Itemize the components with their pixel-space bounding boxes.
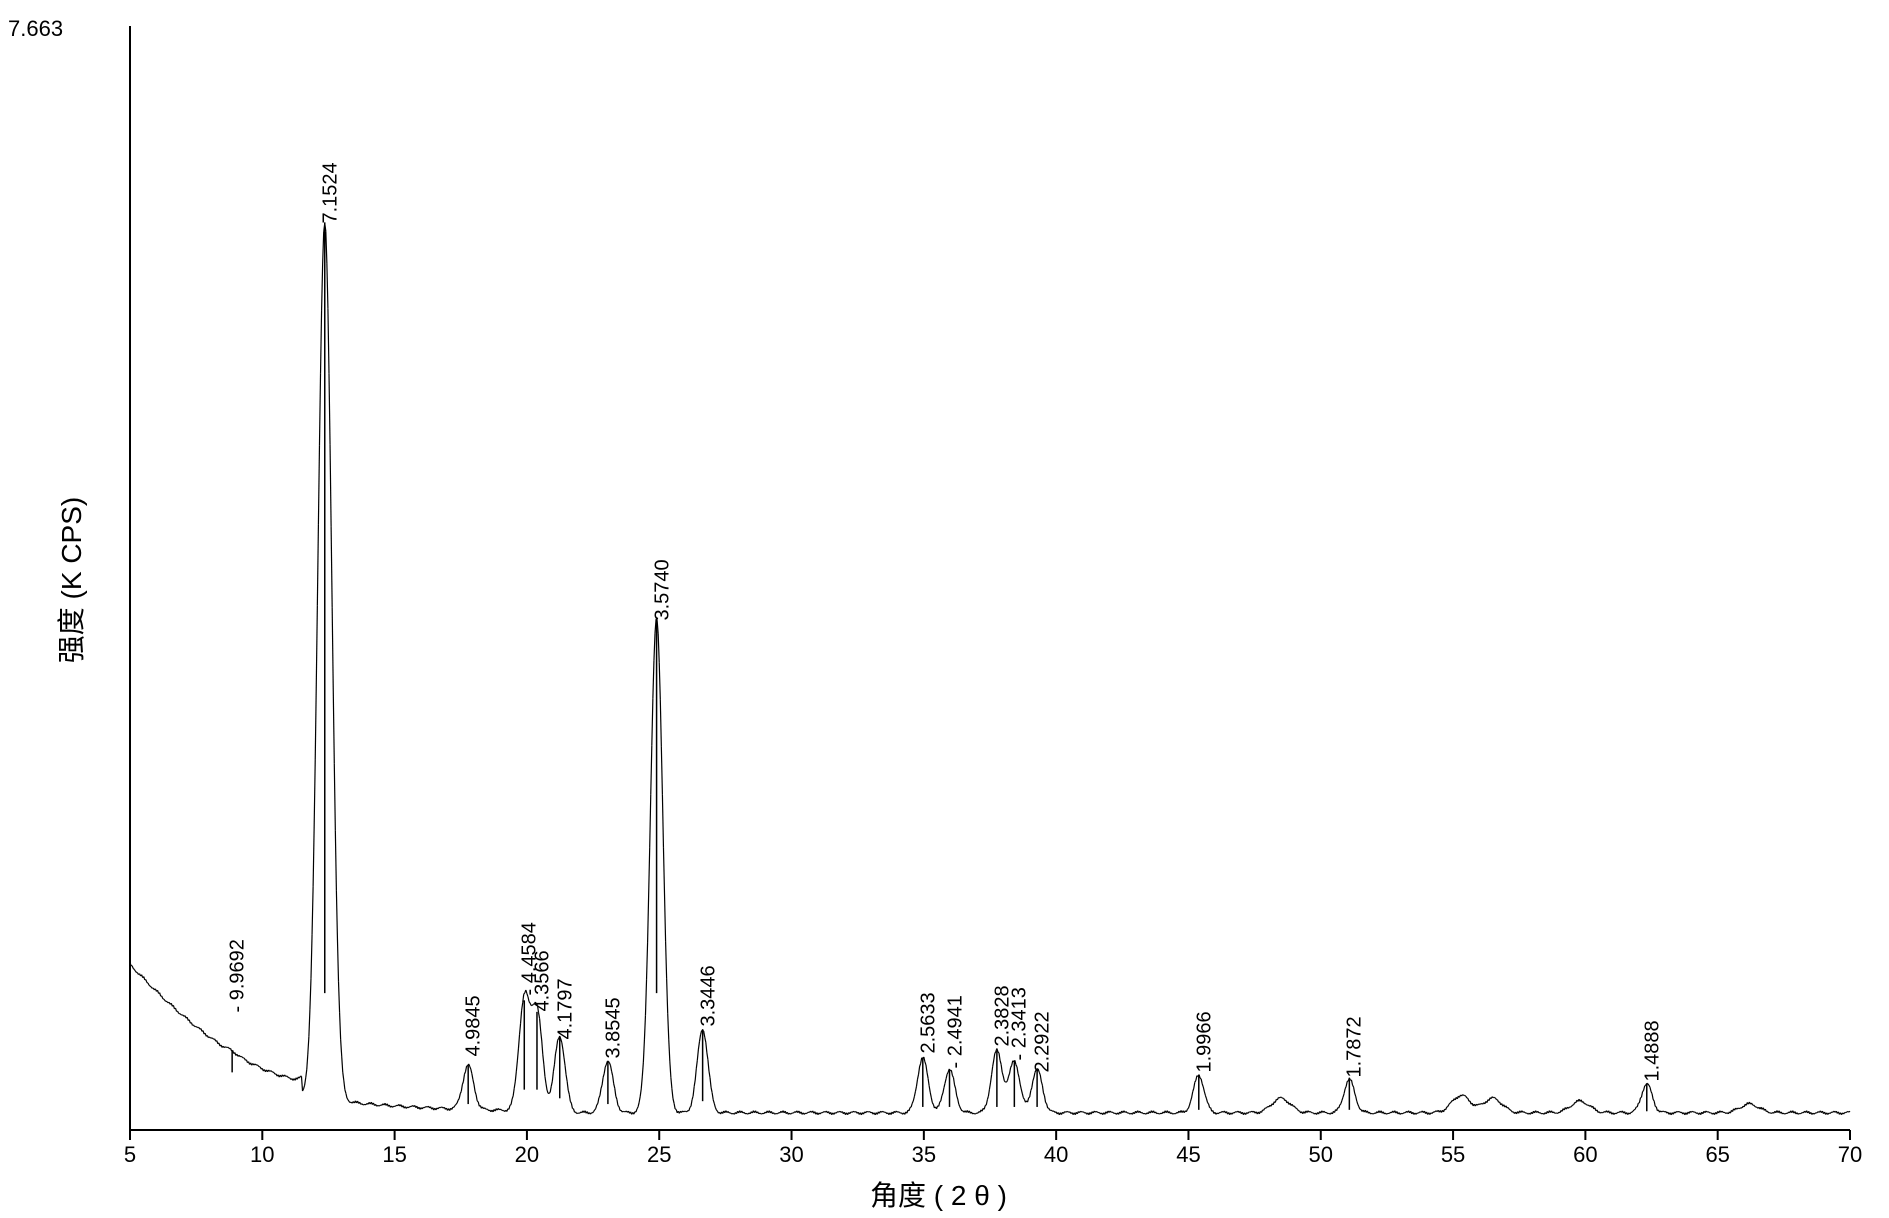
x-tick-label: 25 bbox=[647, 1142, 671, 1168]
peak-label: 4.9845 bbox=[463, 995, 486, 1056]
peak-label: - 2.4941 bbox=[944, 996, 967, 1069]
peak-label: 4.3566 bbox=[531, 950, 554, 1011]
x-tick-label: 40 bbox=[1044, 1142, 1068, 1168]
xrd-chart: 7.663 强度 (K CPS) 角度 ( 2 θ ) 510152025303… bbox=[0, 0, 1889, 1218]
x-tick-label: 15 bbox=[382, 1142, 406, 1168]
peak-label: 1.4888 bbox=[1641, 1020, 1664, 1081]
x-tick-label: 70 bbox=[1838, 1142, 1862, 1168]
x-tick-label: 55 bbox=[1441, 1142, 1465, 1168]
x-tick-label: 10 bbox=[250, 1142, 274, 1168]
peak-label: 2.5633 bbox=[917, 992, 940, 1053]
x-tick-label: 45 bbox=[1176, 1142, 1200, 1168]
x-tick-label: 30 bbox=[779, 1142, 803, 1168]
x-tick-label: 20 bbox=[515, 1142, 539, 1168]
x-tick-label: 60 bbox=[1573, 1142, 1597, 1168]
x-tick-label: 35 bbox=[912, 1142, 936, 1168]
peak-label: - 2.3413 bbox=[1009, 987, 1032, 1060]
x-tick-label: 50 bbox=[1309, 1142, 1333, 1168]
peak-label: 2.2922 bbox=[1032, 1012, 1055, 1073]
peak-label: 7.1524 bbox=[319, 163, 342, 224]
peak-label: 1.7872 bbox=[1344, 1016, 1367, 1077]
x-tick-label: 5 bbox=[124, 1142, 136, 1168]
peak-label: 1.9966 bbox=[1193, 1012, 1216, 1073]
peak-label: - 9.9692 bbox=[227, 939, 250, 1012]
peak-label: 4.1797 bbox=[554, 979, 577, 1040]
x-tick-label: 65 bbox=[1705, 1142, 1729, 1168]
peak-label: 3.5740 bbox=[651, 559, 674, 620]
peak-label: 3.8545 bbox=[602, 997, 625, 1058]
peak-label: 3.3446 bbox=[697, 965, 720, 1026]
